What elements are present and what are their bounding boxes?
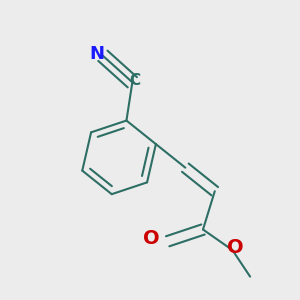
Text: O: O xyxy=(143,229,160,248)
Text: O: O xyxy=(227,238,244,257)
Text: C: C xyxy=(130,73,141,88)
Text: N: N xyxy=(89,45,104,63)
